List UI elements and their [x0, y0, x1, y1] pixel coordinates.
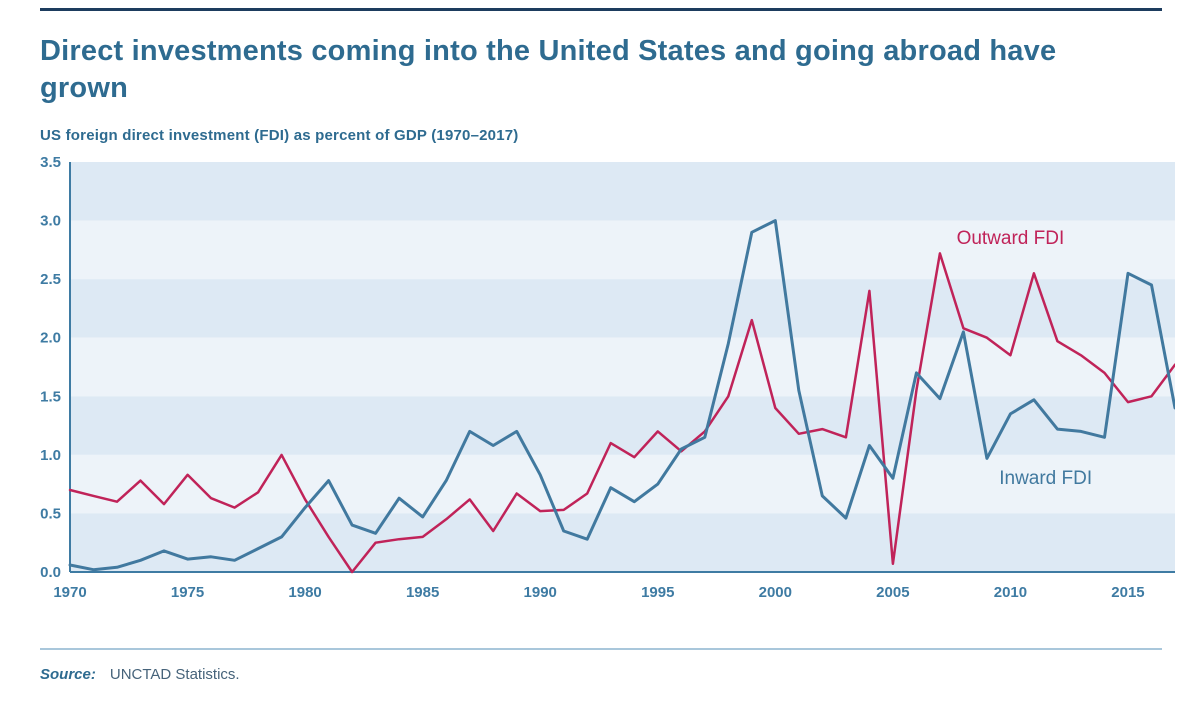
y-tick-label: 0.0 [40, 564, 61, 581]
series-label-inward-fdi: Inward FDI [999, 468, 1092, 489]
chart-svg: 0.0 0.5 1.0 1.5 2.0 2.5 3.0 3.5 1970 1975 1980 1985… [40, 156, 1175, 601]
x-tick-label: 1975 [171, 584, 204, 601]
plot-band [70, 513, 1175, 573]
x-tick-label: 1995 [641, 584, 674, 601]
series-line-outward-fdi [68, 252, 1175, 574]
source-line: Source: UNCTAD Statistics. [40, 666, 1162, 683]
plot-band [70, 279, 1175, 338]
chart-subtitle: US foreign direct investment (FDI) as pe… [40, 127, 519, 145]
page: Direct investments coming into the Unite… [40, 8, 1175, 683]
y-tick-label: 0.5 [40, 506, 61, 523]
footer-rule [40, 648, 1162, 651]
plot-band [70, 455, 1175, 514]
top-rule [40, 8, 1162, 11]
plot-band [70, 220, 1175, 280]
y-tick-label: 1.0 [40, 447, 61, 464]
x-tick-label: 2000 [759, 584, 792, 601]
x-tick-label: 2015 [1111, 584, 1144, 601]
plot-band [70, 337, 1175, 397]
series-line-inward-fdi [68, 219, 1175, 572]
y-tick-label: 1.5 [40, 389, 61, 406]
x-tick-label: 2010 [994, 584, 1027, 601]
x-tick-label: 1985 [406, 584, 439, 601]
chart: 0.0 0.5 1.0 1.5 2.0 2.5 3.0 3.5 1970 1975 1980 1985… [40, 156, 1175, 608]
source-label: Source: [40, 666, 96, 684]
plot-band [70, 162, 1175, 221]
source-text: UNCTAD Statistics. [109, 666, 240, 684]
y-tick-label: 2.5 [40, 271, 61, 288]
x-tick-label: 1970 [53, 584, 86, 601]
series-label-outward-fdi: Outward FDI [957, 228, 1065, 249]
page-title: Direct investments coming into the Unite… [40, 35, 1057, 105]
y-tick-label: 3.5 [40, 156, 61, 171]
plot-band [70, 396, 1175, 456]
y-tick-label: 2.0 [40, 330, 61, 347]
y-tick-label: 3.0 [40, 213, 61, 230]
x-tick-label: 2005 [876, 584, 909, 601]
x-tick-label: 1990 [524, 584, 557, 601]
x-tick-label: 1980 [288, 584, 321, 601]
